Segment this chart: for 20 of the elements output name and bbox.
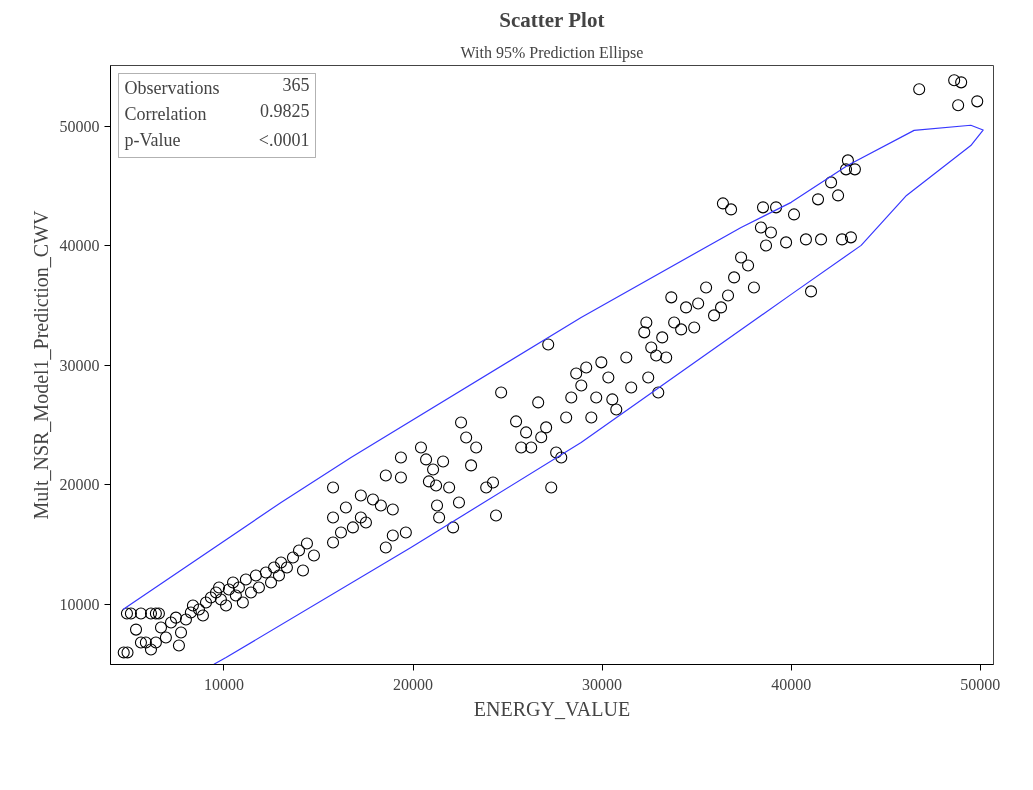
annotation: Observations [124,77,220,98]
y-tick-label: 30000 [59,356,100,374]
annotation: 365 [282,74,310,95]
y-tick-label: 50000 [59,117,100,135]
annotation: p-Value [124,129,181,150]
chart-title: Scatter Plot [499,7,605,32]
y-tick-label: 10000 [59,596,100,613]
annotation: Correlation [124,103,207,124]
x-tick-label: 10000 [203,675,244,693]
x-tick-label: 50000 [960,675,1001,693]
y-tick-label: 40000 [59,237,100,255]
x-tick-label: 30000 [582,675,623,693]
y-axis-title: Mult_NSR_Model1_Prediction_CWV [29,210,52,520]
x-tick-label: 20000 [393,675,434,693]
annotation: 0.9825 [260,100,310,121]
chart-subtitle: With 95% Prediction Ellipse [460,43,644,62]
x-tick-label: 40000 [771,675,812,693]
x-axis-title: ENERGY_VALUE [473,697,631,720]
annotation: <.0001 [258,129,310,150]
y-tick-label: 20000 [59,476,100,494]
